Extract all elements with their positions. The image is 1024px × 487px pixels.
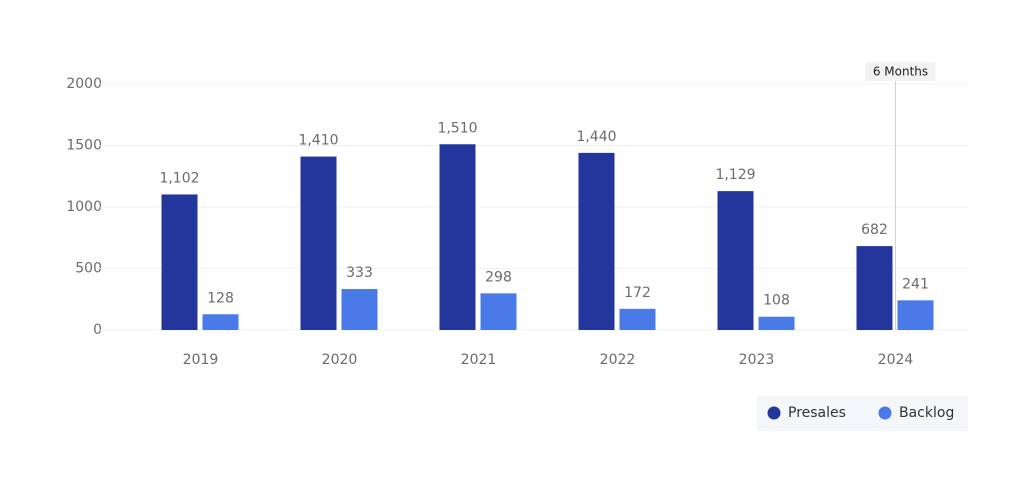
legend-label: Presales: [788, 405, 846, 421]
bar: [619, 308, 656, 330]
legend-marker: [767, 406, 781, 420]
data-label: 1,410: [298, 133, 338, 149]
annotation-label: 6 Months: [873, 65, 928, 79]
data-label: 241: [902, 276, 929, 292]
data-label: 172: [624, 285, 651, 301]
bar: [202, 314, 239, 330]
bar: [161, 194, 198, 330]
bar: [758, 316, 795, 330]
data-label: 1,440: [576, 129, 616, 145]
bar: [856, 246, 893, 330]
bar: [717, 191, 754, 330]
x-tick-label: 2024: [878, 352, 914, 368]
data-label: 333: [346, 265, 373, 281]
bar: [300, 156, 337, 330]
bar: [439, 144, 476, 330]
bar: [341, 289, 378, 330]
bar: [480, 293, 517, 330]
data-label: 682: [861, 222, 888, 238]
x-tick-label: 2023: [739, 352, 775, 368]
y-tick-label: 2000: [66, 76, 102, 92]
y-tick-label: 0: [93, 322, 102, 338]
legend-marker: [878, 406, 892, 420]
data-label: 298: [485, 269, 512, 285]
data-label: 1,510: [437, 120, 477, 136]
data-label: 128: [207, 290, 234, 306]
x-tick-label: 2019: [183, 352, 219, 368]
legend-box: [757, 396, 968, 431]
data-label: 1,102: [159, 170, 199, 186]
data-label: 1,129: [715, 167, 755, 183]
data-label: 108: [763, 293, 790, 309]
y-tick-label: 500: [75, 261, 102, 277]
legend-label: Backlog: [899, 405, 954, 421]
y-tick-label: 1500: [66, 138, 102, 154]
bar: [578, 152, 615, 330]
bar: [897, 300, 934, 330]
x-tick-label: 2020: [322, 352, 358, 368]
y-tick-label: 1000: [66, 199, 102, 215]
annotation-box: [865, 62, 936, 81]
x-tick-label: 2021: [461, 352, 497, 368]
x-tick-label: 2022: [600, 352, 636, 368]
